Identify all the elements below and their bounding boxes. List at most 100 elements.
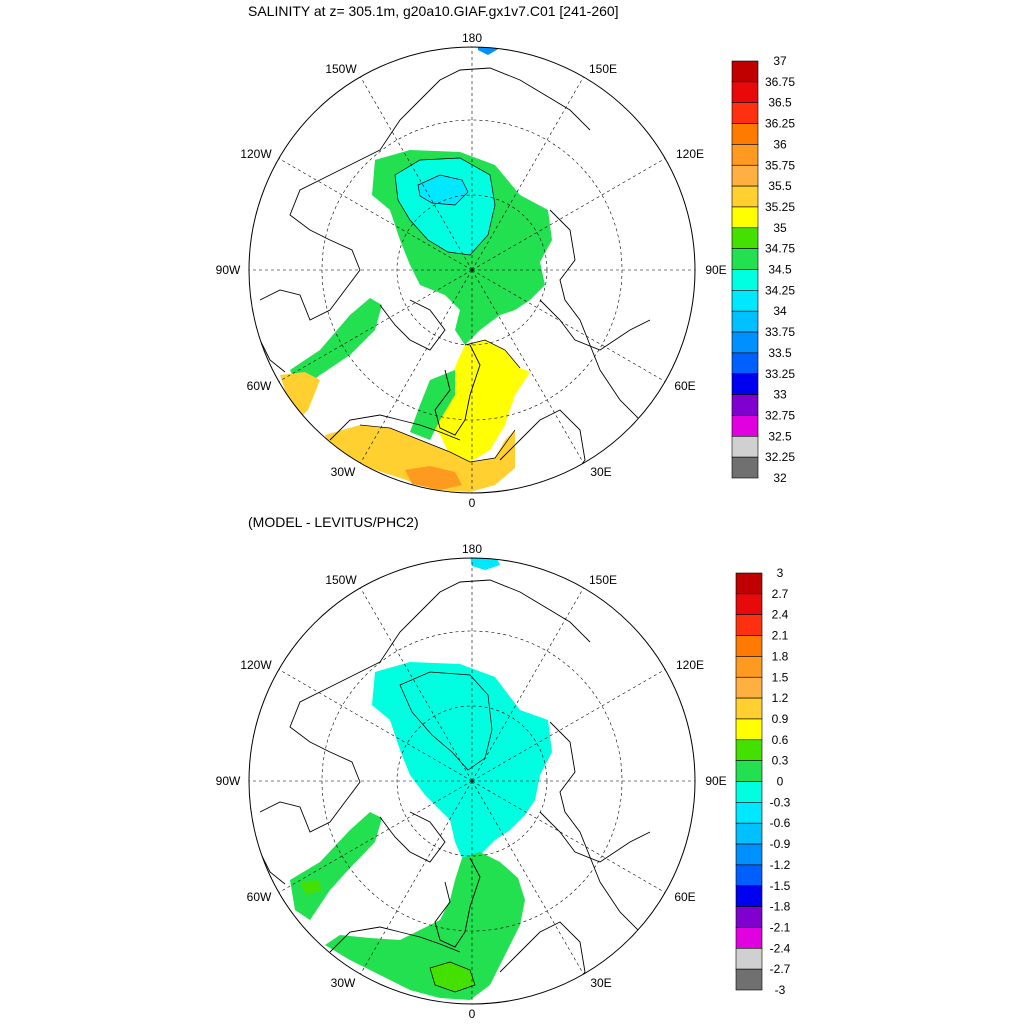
- panel2-lon-150e: 150E: [589, 573, 617, 587]
- colorbar-swatch: [731, 185, 759, 208]
- panel2-lon-180: 180: [462, 542, 482, 556]
- panel1-yellow-region: [428, 340, 530, 462]
- panel2-colorbar: 3 2.7 2.4 2.1 1.8 1.5 1.2 0.9 0.6 0.3 0 -0.3 -0.6 -0.…: [735, 566, 791, 997]
- colorbar-swatch: [731, 415, 759, 437]
- panel2-labrador-green: [290, 812, 382, 920]
- colorbar-label: 36.25: [765, 117, 795, 131]
- panel2-island-cyan: [470, 558, 500, 570]
- panel2-lon-120e: 120E: [676, 658, 704, 672]
- colorbar-label: -2.4: [770, 941, 791, 955]
- panel2-lightgreen-spot2: [300, 880, 322, 895]
- colorbar-label: 35: [773, 221, 787, 235]
- panel2-map: 180 150E 120E 90E 60E 30E 0 30W 60W 90W …: [216, 542, 727, 1021]
- panel1-lon-150w: 150W: [325, 62, 357, 76]
- colorbar-label: 1.8: [772, 649, 789, 663]
- colorbar-label: 33.75: [765, 325, 795, 339]
- colorbar-swatch: [731, 290, 759, 312]
- colorbar-label: 32.75: [765, 408, 795, 422]
- colorbar-swatch: [731, 269, 759, 291]
- colorbar-swatch: [735, 927, 763, 949]
- colorbar-label: 2.7: [772, 587, 789, 601]
- panel1-lon-60e: 60E: [674, 379, 695, 393]
- panel1-lon-180: 180: [462, 31, 482, 45]
- colorbar-swatch: [731, 435, 759, 458]
- colorbar-label: 34.5: [768, 263, 792, 277]
- colorbar-swatch: [735, 572, 763, 595]
- colorbar-label: 33.25: [765, 367, 795, 381]
- colorbar-swatch: [735, 635, 763, 657]
- panel2-map-border: [248, 557, 696, 1005]
- panel2-lon-30w: 30W: [331, 976, 356, 990]
- colorbar-label: 2.1: [772, 629, 789, 643]
- panel1-island-blue: [478, 47, 500, 55]
- colorbar-label: 0.9: [772, 712, 789, 726]
- panel1-title: SALINITY at z= 305.1m, g20a10.GIAF.gx1v7…: [248, 3, 619, 19]
- colorbar-swatch: [731, 144, 759, 166]
- colorbar-label: 1.5: [772, 670, 789, 684]
- colorbar-swatch: [735, 739, 763, 761]
- colorbar-swatch: [731, 373, 759, 395]
- panel2-green-region: [325, 852, 525, 1000]
- colorbar-swatch: [735, 760, 763, 782]
- colorbar-label: -1.2: [770, 858, 791, 872]
- colorbar-swatch: [735, 656, 763, 678]
- colorbar-label: -0.3: [770, 795, 791, 809]
- panel2-lon-0: 0: [469, 1007, 476, 1021]
- colorbar-label: 1.2: [772, 691, 789, 705]
- panel1-colorbar: 37 36.75 36.5 36.25 36 35.75 35.5 35.25 35 34.75 3…: [731, 54, 795, 485]
- colorbar-swatch: [731, 331, 759, 354]
- panel1-map-border: [248, 46, 696, 494]
- colorbar-swatch: [735, 593, 763, 615]
- colorbar-label: -2.1: [770, 920, 791, 934]
- panel1-lon-0: 0: [469, 496, 476, 510]
- colorbar-label: -1.5: [770, 879, 791, 893]
- colorbar-label: 2.4: [772, 608, 789, 622]
- colorbar-swatch: [735, 614, 763, 636]
- panel1-green-strip: [410, 370, 455, 440]
- colorbar-label: 37: [773, 54, 787, 68]
- colorbar-label: 34.75: [765, 242, 795, 256]
- colorbar-swatch: [735, 906, 763, 928]
- colorbar-swatch: [731, 81, 759, 103]
- panel1-lon-30w: 30W: [331, 465, 356, 479]
- panel2-lon-60e: 60E: [674, 890, 695, 904]
- colorbar-label: 35.5: [768, 179, 792, 193]
- colorbar-swatch: [731, 456, 759, 479]
- panel1-lon-90w: 90W: [216, 263, 241, 277]
- colorbar-label: 33.5: [768, 346, 792, 360]
- colorbar-swatch: [735, 885, 763, 907]
- colorbar-swatch: [735, 697, 763, 720]
- colorbar-label: -1.8: [770, 900, 791, 914]
- colorbar-label: -0.6: [770, 816, 791, 830]
- colorbar-label: 36.5: [768, 96, 792, 110]
- panel1-lon-150e: 150E: [589, 62, 617, 76]
- panel2-lon-90w: 90W: [216, 774, 241, 788]
- colorbar-swatch: [735, 781, 763, 803]
- colorbar-swatch: [735, 718, 763, 741]
- panel2-cyan-region: [372, 662, 552, 858]
- colorbar-swatch: [735, 864, 763, 887]
- panel1-lon-120w: 120W: [240, 147, 272, 161]
- colorbar-swatch: [735, 843, 763, 866]
- colorbar-label: -0.9: [770, 837, 791, 851]
- colorbar-swatch: [731, 394, 759, 416]
- colorbar-swatch: [735, 968, 763, 991]
- colorbar-label: 0.6: [772, 733, 789, 747]
- colorbar-label: 34.25: [765, 283, 795, 297]
- colorbar-label: 32.5: [768, 429, 792, 443]
- colorbar-swatch: [731, 352, 759, 375]
- colorbar-label: -2.7: [770, 962, 791, 976]
- panel2-lon-120w: 120W: [240, 658, 272, 672]
- colorbar-swatch: [731, 310, 759, 333]
- panel1-lon-60w: 60W: [247, 379, 272, 393]
- colorbar-swatch: [735, 947, 763, 970]
- colorbar-label: 0: [777, 775, 784, 789]
- colorbar-swatch: [731, 102, 759, 124]
- panel2-lon-60w: 60W: [247, 890, 272, 904]
- panel2-lon-30e: 30E: [590, 976, 611, 990]
- colorbar-swatch: [735, 822, 763, 845]
- panel1-cyan-core: [418, 175, 468, 205]
- colorbar-swatch: [731, 164, 759, 187]
- panel2-lightgreen-spot: [430, 962, 475, 992]
